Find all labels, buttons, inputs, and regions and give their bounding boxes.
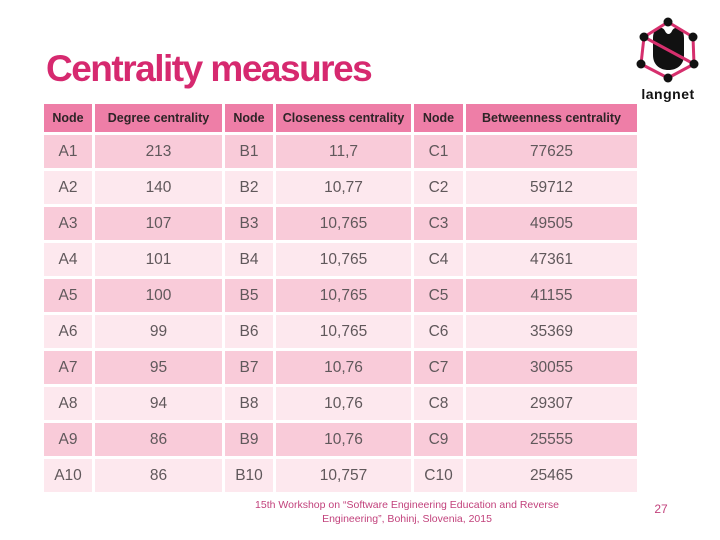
- footer-citation: 15th Workshop on “Software Engineering E…: [255, 499, 559, 525]
- table-cell: 86: [95, 459, 222, 492]
- table-cell: 10,76: [276, 423, 411, 456]
- table-cell: 59712: [466, 171, 637, 204]
- table-row: A2 140 B2 10,77 C2 59712: [44, 171, 637, 204]
- table-cell: 77625: [466, 135, 637, 168]
- table-cell: C6: [414, 315, 463, 348]
- table-row: A3 107 B3 10,765 C3 49505: [44, 207, 637, 240]
- table-row: A6 99 B6 10,765 C6 35369: [44, 315, 637, 348]
- table-cell: B1: [225, 135, 273, 168]
- table-cell: 10,757: [276, 459, 411, 492]
- table-cell: 10,765: [276, 279, 411, 312]
- table-cell: 30055: [466, 351, 637, 384]
- table-cell: B5: [225, 279, 273, 312]
- table-cell: A7: [44, 351, 92, 384]
- table-cell: A9: [44, 423, 92, 456]
- table-cell: B10: [225, 459, 273, 492]
- column-header: Degree centrality: [95, 104, 222, 132]
- table-cell: A6: [44, 315, 92, 348]
- table-cell: C1: [414, 135, 463, 168]
- table-row: A1 213 B1 11,7 C1 77625: [44, 135, 637, 168]
- table-cell: 95: [95, 351, 222, 384]
- table-cell: C7: [414, 351, 463, 384]
- table-cell: 25465: [466, 459, 637, 492]
- table-cell: 35369: [466, 315, 637, 348]
- table-cell: 10,77: [276, 171, 411, 204]
- table-cell: 213: [95, 135, 222, 168]
- page-title: Centrality measures: [46, 48, 373, 89]
- table-cell: A5: [44, 279, 92, 312]
- table-row: A10 86 B10 10,757 C10 25465: [44, 459, 637, 492]
- table-cell: 10,765: [276, 243, 411, 276]
- table-cell: 94: [95, 387, 222, 420]
- column-header: Node: [44, 104, 92, 132]
- table-cell: B7: [225, 351, 273, 384]
- table-cell: C2: [414, 171, 463, 204]
- table-cell: A8: [44, 387, 92, 420]
- table-cell: 99: [95, 315, 222, 348]
- table-cell: 107: [95, 207, 222, 240]
- table-cell: B6: [225, 315, 273, 348]
- hexagon-network-icon: [636, 17, 699, 83]
- table-cell: 29307: [466, 387, 637, 420]
- table-cell: 86: [95, 423, 222, 456]
- table-cell: C3: [414, 207, 463, 240]
- table-cell: 11,7: [276, 135, 411, 168]
- table-cell: C8: [414, 387, 463, 420]
- table-cell: B2: [225, 171, 273, 204]
- table-cell: C9: [414, 423, 463, 456]
- page-number: 27: [654, 502, 668, 516]
- table-row: A5 100 B5 10,765 C5 41155: [44, 279, 637, 312]
- table-cell: A10: [44, 459, 92, 492]
- column-header: Closeness centrality: [276, 104, 411, 132]
- table-cell: B3: [225, 207, 273, 240]
- table-cell: B9: [225, 423, 273, 456]
- table-cell: 10,76: [276, 351, 411, 384]
- table-cell: 140: [95, 171, 222, 204]
- logo-caption: langnet: [641, 86, 695, 102]
- table-cell: 10,765: [276, 207, 411, 240]
- table-cell: C4: [414, 243, 463, 276]
- table-row: A9 86 B9 10,76 C9 25555: [44, 423, 637, 456]
- column-header: Node: [225, 104, 273, 132]
- table-cell: B4: [225, 243, 273, 276]
- table-row: A8 94 B8 10,76 C8 29307: [44, 387, 637, 420]
- langnet-logo: langnet: [628, 12, 708, 102]
- table-cell: A4: [44, 243, 92, 276]
- table-cell: 49505: [466, 207, 637, 240]
- table-cell: C10: [414, 459, 463, 492]
- table-cell: A1: [44, 135, 92, 168]
- table-cell: A3: [44, 207, 92, 240]
- table-cell: 10,765: [276, 315, 411, 348]
- table-cell: 10,76: [276, 387, 411, 420]
- centrality-table: Node Degree centrality Node Closeness centr…: [41, 101, 640, 495]
- table-cell: 100: [95, 279, 222, 312]
- table-row: A4 101 B4 10,765 C4 47361: [44, 243, 637, 276]
- table-cell: C5: [414, 279, 463, 312]
- table-row: A7 95 B7 10,76 C7 30055: [44, 351, 637, 384]
- table-cell: B8: [225, 387, 273, 420]
- table-cell: A2: [44, 171, 92, 204]
- table-cell: 47361: [466, 243, 637, 276]
- table-body: A1 213 B1 11,7 C1 77625 A2 140 B2 10,77 C2 59712 A3 1…: [44, 135, 637, 492]
- table-cell: 25555: [466, 423, 637, 456]
- table-cell: 101: [95, 243, 222, 276]
- column-header: Betweenness centrality: [466, 104, 637, 132]
- table-cell: 41155: [466, 279, 637, 312]
- column-header: Node: [414, 104, 463, 132]
- table-header-row: Node Degree centrality Node Closeness centr…: [44, 104, 637, 132]
